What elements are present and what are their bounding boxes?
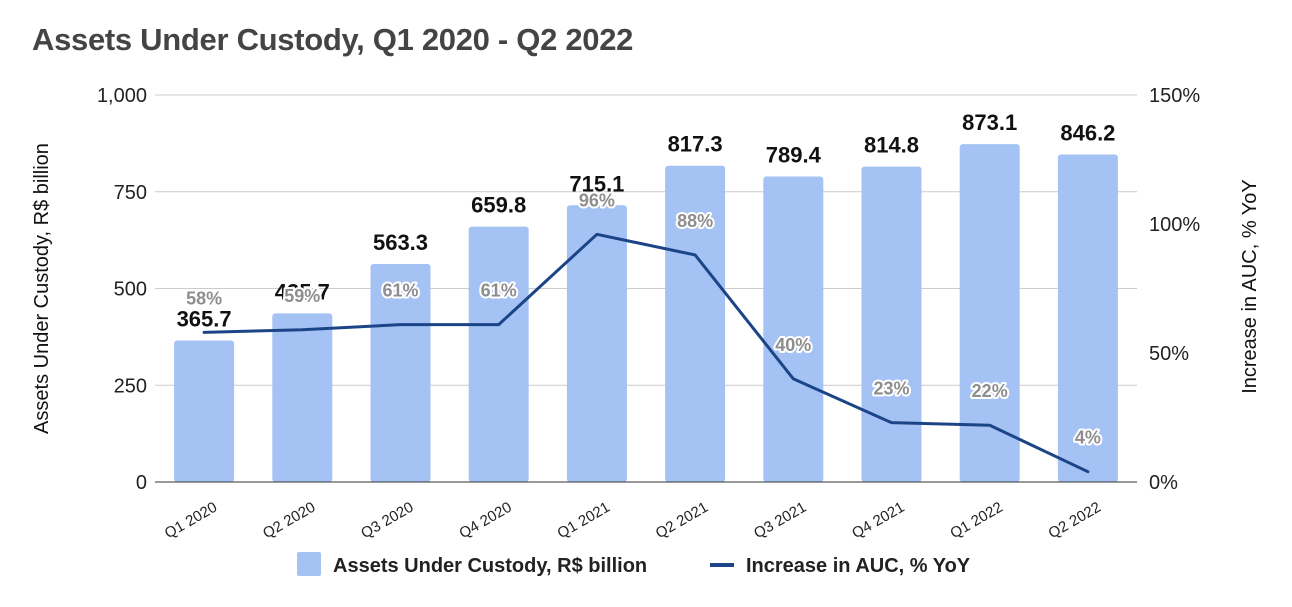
y2-tick-label: 0%	[1149, 472, 1178, 494]
y2-tick-label: 150%	[1149, 85, 1200, 107]
y2-axis-title: Increase in AUC, % YoY	[1239, 179, 1261, 394]
bar-value-label: 365.7	[177, 306, 232, 331]
y-tick-label: 1,000	[97, 85, 147, 107]
bar	[370, 264, 431, 482]
y-tick-label: 0	[136, 472, 147, 494]
y-tick-label: 500	[114, 279, 147, 301]
line-value-label: 59%	[284, 286, 320, 306]
bar-value-label: 873.1	[962, 110, 1017, 135]
chart-title: Assets Under Custody, Q1 2020 - Q2 2022	[32, 22, 634, 57]
legend-swatch-bar	[297, 552, 321, 576]
bar-value-label: 846.2	[1060, 121, 1115, 146]
yoy-line	[202, 232, 1090, 474]
bar-series	[155, 144, 1137, 483]
bar-value-label: 814.8	[864, 133, 919, 158]
bar	[959, 144, 1020, 483]
line-value-label: 23%	[873, 379, 909, 399]
line-value-label: 4%	[1075, 428, 1101, 448]
bar-value-labels: 365.7 435.7 563.3 659.8 715.1 817.3 789.4 814.8…	[177, 110, 1116, 331]
line-value-labels: 58% 59% 61% 61% 96% 88% 40% 23% 22% 4%	[184, 188, 1103, 449]
bar-value-label: 435.7	[275, 279, 330, 304]
legend-label-line: Increase in AUC, % YoY	[746, 555, 971, 577]
y2-tick-label: 50%	[1149, 343, 1189, 365]
y-axis-title: Assets Under Custody, R$ billion	[31, 143, 53, 434]
y2-tick-label: 100%	[1149, 214, 1200, 236]
line-value-label: 61%	[382, 281, 418, 301]
y-tick-label: 750	[114, 182, 147, 204]
x-tick-label: Q4 2021	[849, 499, 907, 542]
bar	[665, 165, 726, 482]
line-value-label: 88%	[677, 211, 713, 231]
legend-label-bar: Assets Under Custody, R$ billion	[333, 555, 647, 577]
x-tick-label: Q1 2022	[947, 499, 1005, 542]
line-value-label: 61%	[481, 281, 517, 301]
bar-value-label: 789.4	[766, 143, 822, 168]
bar-value-label: 659.8	[471, 193, 526, 218]
x-tick-label: Q1 2020	[162, 499, 220, 542]
x-tick-label: Q2 2020	[260, 499, 318, 542]
x-tick-label: Q1 2021	[555, 499, 613, 542]
x-tick-label: Q4 2020	[456, 499, 514, 542]
line-value-label: 40%	[775, 335, 811, 355]
bar-value-label: 563.3	[373, 230, 428, 255]
line-value-label: 22%	[972, 381, 1008, 401]
bar-value-label: 817.3	[668, 132, 723, 157]
x-tick-label: Q2 2022	[1046, 499, 1104, 542]
legend: Assets Under Custody, R$ billion Increase…	[297, 552, 971, 577]
bar	[566, 205, 627, 483]
x-tick-label: Q2 2021	[653, 499, 711, 542]
bar	[174, 340, 235, 482]
bar	[1057, 154, 1118, 482]
bar-value-label: 715.1	[569, 171, 624, 196]
x-tick-label: Q3 2021	[751, 499, 809, 542]
bar	[468, 226, 529, 482]
line-value-label: 58%	[186, 288, 222, 308]
line-value-label: 96%	[579, 190, 615, 210]
bar	[861, 166, 922, 482]
bar	[763, 176, 824, 482]
line-series	[202, 232, 1090, 474]
y-tick-label: 250	[114, 375, 147, 397]
x-tick-label: Q3 2020	[358, 499, 416, 542]
bar	[272, 313, 333, 482]
